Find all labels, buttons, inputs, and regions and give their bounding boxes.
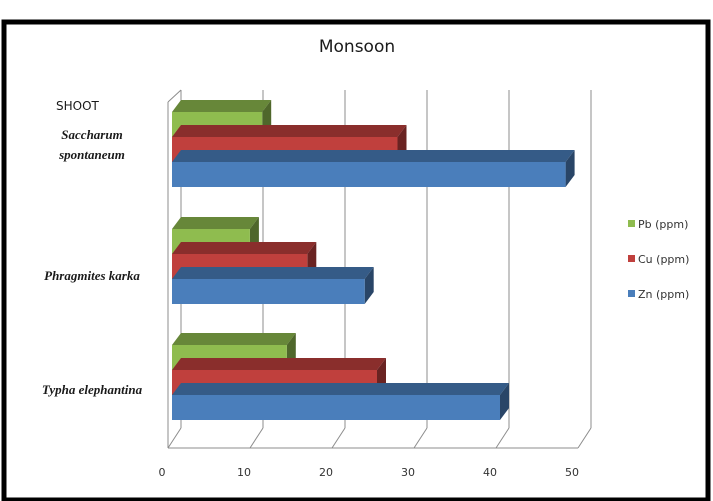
bar-top-face [172, 383, 509, 395]
x-axis-ticks: 0 10 20 30 40 50 [159, 466, 580, 479]
bar-top-face [172, 125, 407, 137]
bar [172, 150, 575, 187]
section-label: SHOOT [56, 99, 100, 113]
bar-top-face [172, 217, 259, 229]
bar-end-face [364, 267, 374, 304]
x-tick-label: 0 [159, 466, 166, 479]
x-tick-label: 10 [237, 466, 251, 479]
legend-label: Zn (ppm) [638, 288, 689, 301]
bar-series [172, 100, 575, 420]
bar-end-face [500, 383, 509, 420]
bar-front-face [172, 162, 566, 187]
chart-border [1, 19, 711, 501]
chart-title: Monsoon [319, 37, 395, 57]
bar-front-face [172, 395, 500, 420]
floor-gridline [167, 427, 182, 449]
category-label-line: Phragmites karka [44, 268, 140, 283]
category-label: Phragmites karka [44, 268, 140, 283]
category-label-line: spontaneum [58, 147, 125, 162]
bar-top-face [172, 267, 374, 279]
x-tick-label: 40 [483, 466, 497, 479]
category-label-line: Typha elephantina [42, 382, 143, 397]
x-tick-label: 50 [565, 466, 579, 479]
category-label: Typha elephantina [42, 382, 143, 397]
legend-swatch [628, 255, 635, 262]
legend-swatch [628, 290, 635, 297]
x-tick-label: 20 [319, 466, 333, 479]
bar-top-face [172, 150, 575, 162]
bar-top-face [172, 242, 317, 254]
floor-gridline [249, 427, 264, 449]
bar-top-face [172, 333, 296, 345]
left-wall-top [167, 89, 182, 103]
x-tick-label: 30 [401, 466, 415, 479]
bar-front-face [172, 279, 365, 304]
floor-gridline [413, 427, 428, 449]
legend-label: Pb (ppm) [638, 218, 688, 231]
floor-gridline [331, 427, 346, 449]
legend-label: Cu (ppm) [638, 253, 689, 266]
bar [172, 267, 374, 304]
bar-end-face [565, 150, 575, 187]
bar-top-face [172, 358, 386, 370]
floor-gridline [495, 427, 510, 449]
category-labels: Saccharum spontaneum Phragmites karka Typha… [42, 127, 143, 397]
legend-swatch [628, 220, 635, 227]
category-label: Saccharum spontaneum [58, 127, 125, 162]
legend: Pb (ppm) Cu (ppm) Zn (ppm) [628, 218, 689, 301]
floor-gridline [577, 427, 592, 449]
category-label-line: Saccharum [61, 127, 122, 142]
bar-top-face [172, 100, 272, 112]
bar [172, 383, 509, 420]
